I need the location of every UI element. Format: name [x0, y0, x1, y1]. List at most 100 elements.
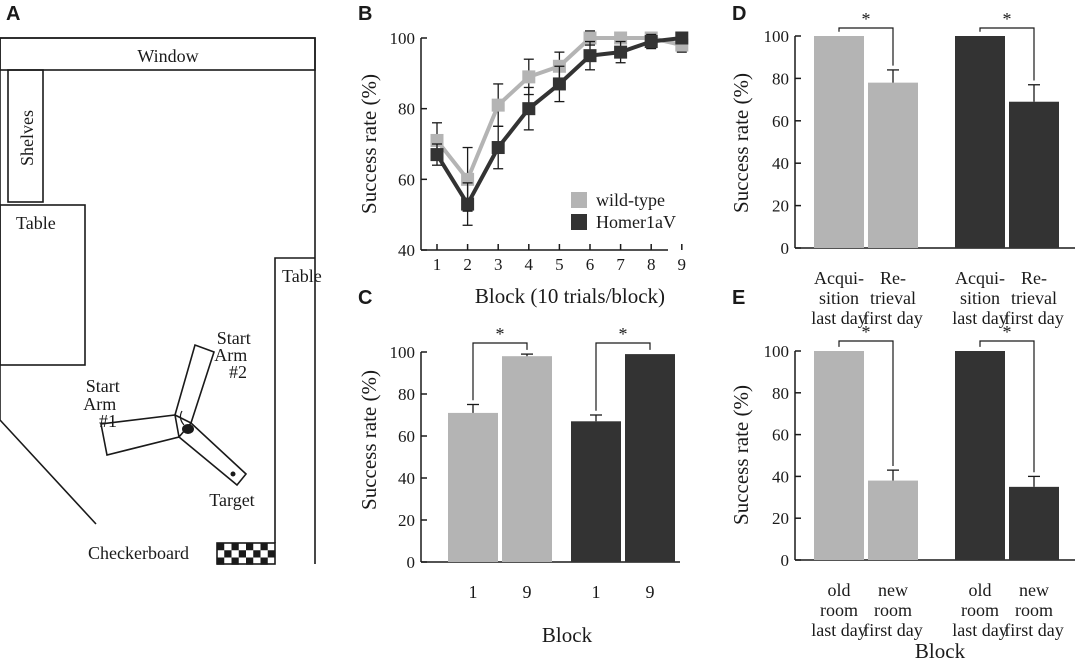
chart-e-significance-bracket [838, 340, 894, 466]
chart-e-x-tick-label: new [878, 580, 908, 600]
chart-d-x-tick-label: last day [952, 308, 1008, 328]
chart-c-xlabel: Block [542, 623, 593, 647]
chart-b-point [491, 98, 505, 112]
target-dot [230, 471, 236, 477]
room-schematic: Window Shelves Table Table Start Arm #1 … [0, 37, 322, 565]
chart-b-x-tick-label: 1 [433, 255, 442, 274]
chart-e-x-tick-label: first day [1004, 620, 1063, 640]
chart-b-ylabel: Success rate (%) [357, 74, 381, 214]
checker-square [231, 557, 239, 565]
chart-e-y-tick-label: 40 [772, 467, 789, 486]
chart-c-significance-star: * [496, 324, 505, 344]
checker-square [246, 543, 254, 551]
chart-b-y-tick-label: 60 [398, 170, 415, 189]
chart-e-significance-star: * [862, 322, 871, 342]
legend-label-homer1av: Homer1aV [596, 212, 676, 232]
chart-c-bar [448, 412, 498, 562]
legend-swatch-wild-type [571, 192, 587, 208]
chart-c-x-tick-label: 1 [592, 582, 601, 602]
chart-d-significance-star: * [1003, 9, 1012, 29]
chart-e-significance-star: * [1003, 322, 1012, 342]
chart-d-significance-star: * [862, 9, 871, 29]
window-frame [0, 37, 316, 71]
table-right-label: Table [282, 266, 322, 286]
chart-e-y-tick-label: 100 [764, 342, 790, 361]
chart-b-x-tick-label: 6 [586, 255, 595, 274]
checker-square [267, 550, 275, 558]
chart-e-y-tick-label: 0 [781, 551, 790, 570]
shelves-label: Shelves [17, 110, 37, 166]
chart-e-x-tick-label: room [820, 600, 858, 620]
chart-c-bar [625, 354, 675, 562]
chart-b-legend: wild-type Homer1aV [571, 190, 676, 232]
chart-d-significance-bracket [979, 27, 1035, 81]
table-right [274, 257, 315, 543]
chart-d-y-tick-label: 80 [772, 69, 789, 88]
chart-e: Success rate (%) Block 020406080100oldro… [729, 322, 1075, 660]
chart-b-y-tick-label: 40 [398, 241, 415, 260]
checker-square [224, 550, 232, 558]
chart-c-ylabel: Success rate (%) [357, 370, 381, 510]
chart-e-bar [868, 480, 918, 560]
chart-e-bar [814, 351, 864, 560]
chart-c-x-tick-label: 9 [523, 582, 532, 602]
chart-b-x-tick-label: 3 [494, 255, 503, 274]
legend-swatch-homer1av [571, 214, 587, 230]
chart-d-x-tick-label: trieval [870, 288, 916, 308]
checker-square [231, 543, 239, 551]
chart-b-x-tick-label: 4 [525, 255, 534, 274]
chart-d-x-tick-label: trieval [1011, 288, 1057, 308]
chart-d-y-tick-label: 20 [772, 197, 789, 216]
start-arm-2-label: Start Arm #2 [214, 328, 255, 382]
chart-d-x-tick-label: first day [863, 308, 922, 328]
table-left [0, 204, 86, 366]
panel-label-d: D [732, 3, 746, 25]
panel-label-c: C [358, 287, 372, 309]
chart-e-x-tick-label: room [874, 600, 912, 620]
chart-c-y-tick-label: 100 [390, 343, 416, 362]
chart-e-x-tick-label: old [827, 580, 850, 600]
chart-e-xlabel: Block [915, 639, 966, 660]
room-wall-left [0, 38, 97, 525]
chart-d-x-tick-label: Acqui- [814, 268, 864, 288]
chart-d-bar [1009, 101, 1059, 248]
chart-c: Success rate (%) Block 0 20 40 60 80 100 1 9 * 1 9… [357, 324, 680, 647]
chart-b-point [614, 45, 628, 59]
chart-c-bar [571, 421, 621, 562]
chart-d-y-tick-label: 40 [772, 154, 789, 173]
chart-b: Success rate (%) Block (10 trials/block)… [357, 29, 689, 308]
chart-c-bar [502, 356, 552, 562]
chart-b-x-tick-label: 2 [463, 255, 472, 274]
chart-e-bar [955, 351, 1005, 560]
checker-square [260, 543, 268, 551]
chart-c-significance-star: * [619, 324, 628, 344]
chart-b-x-tick-label: 7 [616, 255, 625, 274]
chart-e-ylabel: Success rate (%) [729, 385, 753, 525]
checker-square [246, 557, 254, 565]
chart-d-x-tick-label: sition [960, 288, 1000, 308]
shelves [7, 69, 44, 203]
chart-b-point [583, 49, 597, 63]
chart-d-bar [955, 36, 1005, 248]
checkerboard [217, 543, 275, 565]
panel-label-a: A [6, 3, 20, 25]
chart-e-y-tick-label: 60 [772, 426, 789, 445]
checker-square [217, 543, 225, 551]
chart-c-significance-bracket [472, 342, 528, 401]
mouse-icon [182, 424, 194, 434]
chart-d-x-tick-label: last day [811, 308, 867, 328]
chart-e-x-tick-label: last day [811, 620, 867, 640]
chart-b-point [491, 141, 505, 155]
maze-arm-2 [174, 343, 215, 425]
chart-b-point [552, 77, 566, 91]
chart-b-point [430, 148, 444, 162]
chart-b-x-tick-label: 9 [678, 255, 687, 274]
checker-square [260, 557, 268, 565]
chart-e-bar [1009, 486, 1059, 560]
chart-d-y-tick-label: 60 [772, 112, 789, 131]
chart-d-significance-bracket [838, 27, 894, 66]
chart-d-x-tick-label: sition [819, 288, 859, 308]
chart-b-point [522, 102, 536, 116]
